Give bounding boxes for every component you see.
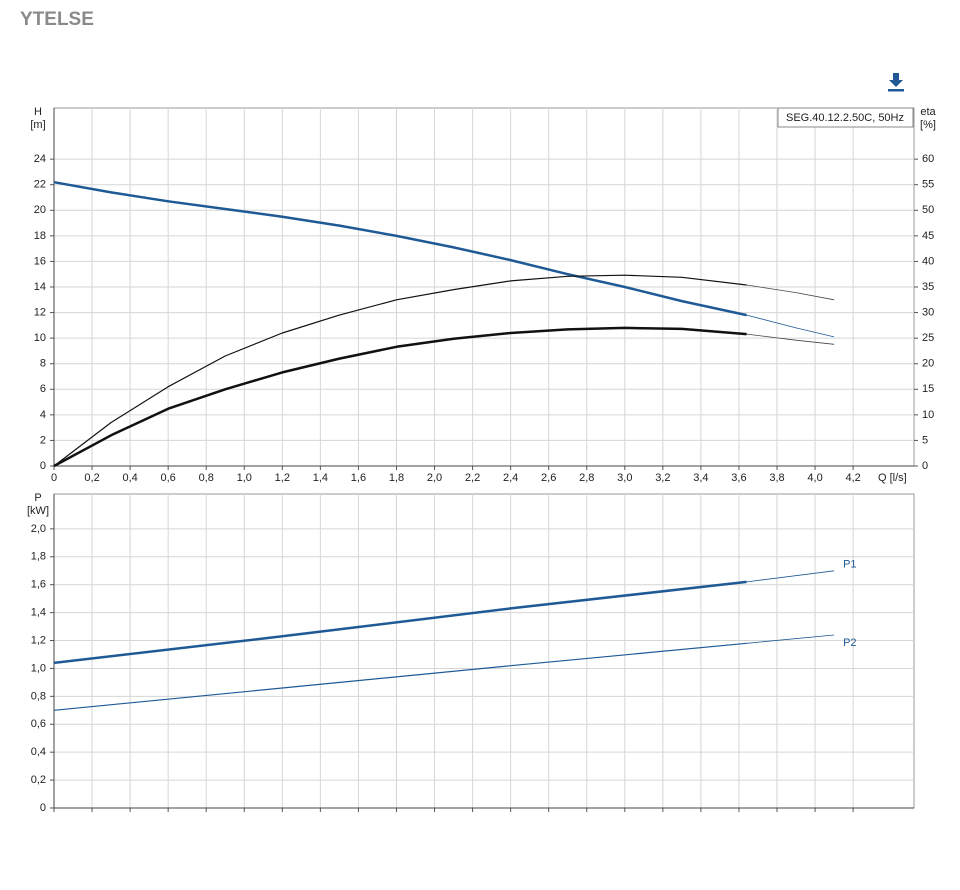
y2-tick-label: 30 bbox=[922, 306, 934, 318]
x-tick-label: 1,8 bbox=[389, 472, 404, 484]
x-tick-label: 2,4 bbox=[503, 472, 518, 484]
curve bbox=[53, 580, 747, 665]
curve bbox=[746, 333, 835, 345]
x-tick-label: 4,0 bbox=[807, 472, 822, 484]
y-tick-label: 1,2 bbox=[31, 634, 46, 646]
legend-box bbox=[777, 107, 914, 128]
y-tick-label: 20 bbox=[34, 204, 46, 216]
y-axis-label: P bbox=[34, 492, 41, 504]
y-tick-label: 10 bbox=[34, 332, 46, 344]
x-tick-label: 3,2 bbox=[655, 472, 670, 484]
curve bbox=[53, 274, 747, 467]
y2-tick-label: 45 bbox=[922, 230, 934, 242]
y-axis-unit: [kW] bbox=[27, 505, 49, 517]
y-tick-label: 12 bbox=[34, 306, 46, 318]
x-tick-label: 0 bbox=[51, 472, 57, 484]
curve bbox=[53, 326, 747, 468]
curve bbox=[53, 642, 747, 711]
y-axis-label: H bbox=[34, 106, 42, 118]
y2-tick-label: 60 bbox=[922, 153, 934, 165]
series-label: P1 bbox=[843, 559, 856, 571]
x-tick-label: 1,2 bbox=[275, 472, 290, 484]
x-tick-label: 1,4 bbox=[313, 472, 328, 484]
x-tick-label: 0,8 bbox=[199, 472, 214, 484]
x-tick-label: 2,0 bbox=[427, 472, 442, 484]
y-tick-label: 14 bbox=[34, 281, 46, 293]
y2-tick-label: 0 bbox=[922, 460, 928, 472]
curve bbox=[746, 570, 835, 583]
y-tick-label: 1,8 bbox=[31, 551, 46, 563]
y2-tick-label: 50 bbox=[922, 204, 934, 216]
y-tick-label: 16 bbox=[34, 255, 46, 267]
x-tick-label: 0,4 bbox=[122, 472, 137, 484]
y-tick-label: 0 bbox=[40, 460, 46, 472]
x-tick-label: 2,6 bbox=[541, 472, 556, 484]
x-tick-label: 3,6 bbox=[731, 472, 746, 484]
y-tick-label: 2,0 bbox=[31, 523, 46, 535]
y2-tick-label: 20 bbox=[922, 358, 934, 370]
y-tick-label: 0,2 bbox=[31, 774, 46, 786]
curve bbox=[53, 180, 747, 317]
y-tick-label: 1,0 bbox=[31, 662, 46, 674]
plot-area bbox=[53, 493, 915, 809]
series-label: P2 bbox=[843, 637, 856, 649]
x-tick-label: 3,0 bbox=[617, 472, 632, 484]
y-axis-unit: [m] bbox=[30, 119, 45, 131]
y2-axis-label: eta bbox=[920, 106, 936, 118]
legend-text: SEG.40.12.2.50C, 50Hz bbox=[786, 112, 904, 124]
y-tick-label: 0,8 bbox=[31, 690, 46, 702]
y-tick-label: 22 bbox=[34, 179, 46, 191]
y-tick-label: 0 bbox=[40, 802, 46, 814]
y-tick-label: 8 bbox=[40, 358, 46, 370]
y-tick-label: 2 bbox=[40, 434, 46, 446]
y-tick-label: 24 bbox=[34, 153, 46, 165]
x-tick-label: 3,8 bbox=[769, 472, 784, 484]
x-tick-label: 3,4 bbox=[693, 472, 708, 484]
y-tick-label: 18 bbox=[34, 230, 46, 242]
x-tick-label: 1,6 bbox=[351, 472, 366, 484]
y2-tick-label: 55 bbox=[922, 179, 934, 191]
y2-tick-label: 25 bbox=[922, 332, 934, 344]
download-button[interactable] bbox=[885, 70, 907, 94]
y2-tick-label: 5 bbox=[922, 434, 928, 446]
y-tick-label: 4 bbox=[40, 409, 46, 421]
curve bbox=[746, 314, 835, 338]
x-tick-label: 4,2 bbox=[845, 472, 860, 484]
x-tick-label: 0,6 bbox=[161, 472, 176, 484]
y-tick-label: 6 bbox=[40, 383, 46, 395]
x-tick-label: 2,2 bbox=[465, 472, 480, 484]
x-tick-label: 0,2 bbox=[84, 472, 99, 484]
curve bbox=[746, 634, 835, 644]
y2-tick-label: 40 bbox=[922, 255, 934, 267]
curve bbox=[746, 284, 835, 301]
y2-tick-label: 10 bbox=[922, 409, 934, 421]
y-tick-label: 0,4 bbox=[31, 746, 46, 758]
y2-tick-label: 15 bbox=[922, 383, 934, 395]
x-tick-label: 1,0 bbox=[237, 472, 252, 484]
x-axis-label: Q [l/s] bbox=[878, 472, 907, 484]
y-tick-label: 1,4 bbox=[31, 607, 46, 619]
x-tick-label: 2,8 bbox=[579, 472, 594, 484]
y2-axis-unit: [%] bbox=[920, 119, 936, 131]
y-tick-label: 1,6 bbox=[31, 579, 46, 591]
y2-tick-label: 35 bbox=[922, 281, 934, 293]
y-tick-label: 0,6 bbox=[31, 718, 46, 730]
page-title: YTELSE bbox=[20, 9, 94, 30]
